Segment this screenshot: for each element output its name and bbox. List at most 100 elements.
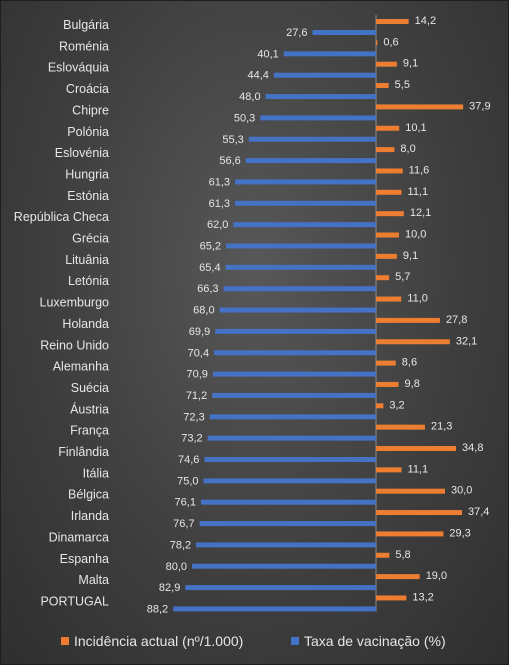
legend: Incidência actual (nº/1.000) Taxa de vac… (61, 633, 446, 649)
incidence-value-label: 8,6 (402, 357, 417, 369)
category-label: Malta (78, 573, 109, 587)
vaccination-bar (185, 585, 376, 591)
vaccination-bar (212, 392, 376, 398)
vaccination-value-label: 70,9 (187, 369, 208, 381)
incidence-bar (376, 317, 440, 323)
vaccination-value-label: 50,3 (234, 112, 255, 124)
incidence-bar (376, 40, 378, 46)
vaccination-value-label: 62,0 (207, 219, 228, 231)
vaccination-bar (223, 286, 376, 292)
incidence-value-label: 19,0 (426, 570, 447, 582)
category-label: Chipre (72, 103, 109, 117)
incidence-bar (376, 424, 425, 430)
incidence-bar (376, 83, 389, 89)
category-label: Áustria (70, 401, 109, 416)
vaccination-value-label: 69,9 (189, 326, 210, 338)
incidence-bar (376, 488, 445, 494)
category-label: Estónia (67, 189, 109, 203)
vaccination-bar (245, 158, 376, 164)
bars-layer (173, 15, 464, 612)
vaccination-bar (192, 563, 376, 569)
vaccination-value-label: 72,3 (183, 411, 204, 423)
incidence-value-label: 0,6 (383, 36, 398, 48)
incidence-value-label: 9,1 (403, 58, 418, 70)
vaccination-value-label: 44,4 (247, 70, 268, 82)
incidence-value-label: 32,1 (456, 335, 477, 347)
vaccination-value-label: 27,6 (286, 27, 307, 39)
vaccination-bar (312, 30, 376, 35)
vaccination-bar (209, 414, 376, 420)
incidence-bar (376, 360, 396, 366)
vaccination-value-label: 65,2 (200, 241, 221, 253)
category-label: Reino Unido (40, 338, 109, 352)
incidence-bar (376, 104, 464, 110)
vaccination-bar (173, 606, 376, 612)
incidence-value-label: 34,8 (462, 442, 483, 454)
category-label: Bulgária (63, 18, 109, 32)
incidence-bar (376, 552, 390, 558)
incidence-bar (376, 446, 457, 451)
vaccination-bar (265, 94, 376, 100)
vaccination-bar (199, 521, 376, 527)
vaccination-value-label: 65,4 (199, 262, 220, 274)
category-label: Polónia (67, 125, 109, 139)
category-label: Lituânia (65, 253, 109, 267)
vaccination-value-label: 74,6 (178, 454, 199, 466)
incidence-value-label: 11,1 (408, 186, 429, 198)
category-label: PORTUGAL (40, 594, 109, 608)
category-label: Eslováquia (48, 61, 109, 75)
vaccination-value-label: 40,1 (257, 48, 278, 60)
vaccination-bar (207, 435, 376, 441)
incidence-value-label: 11,0 (407, 293, 428, 305)
incidence-bar (376, 19, 409, 24)
incidence-bar (376, 595, 407, 601)
vaccination-bar (260, 115, 376, 121)
incidence-bar (376, 61, 397, 67)
vaccination-bar (219, 307, 376, 313)
vaccination-bar (204, 457, 376, 462)
incidence-value-label: 10,0 (405, 229, 426, 241)
vaccination-value-label: 78,2 (170, 539, 191, 551)
vaccination-value-label: 71,2 (186, 390, 207, 402)
vaccination-value-label: 73,2 (181, 433, 202, 445)
vaccination-bar (215, 328, 376, 334)
vaccination-value-label: 70,4 (188, 347, 209, 359)
incidence-value-label: 37,4 (468, 506, 489, 518)
vaccination-value-label: 80,0 (166, 561, 187, 573)
incidence-value-label: 21,3 (431, 421, 452, 433)
incidence-value-label: 11,6 (409, 164, 430, 176)
incidence-value-label: 9,8 (405, 378, 420, 390)
incidence-bar (376, 381, 399, 387)
vaccination-bar (200, 499, 376, 505)
incidence-bar (376, 232, 399, 238)
legend-swatch-vaccination (291, 637, 299, 645)
vaccination-bar (214, 350, 376, 356)
category-label: Eslovénia (55, 146, 109, 160)
incidence-value-label: 8,0 (400, 143, 415, 155)
incidence-bar (376, 189, 402, 195)
category-label: Roménia (59, 39, 109, 53)
vaccination-value-label: 68,0 (193, 305, 214, 317)
vaccination-value-label: 82,9 (159, 582, 180, 594)
vaccination-value-label: 61,3 (209, 176, 230, 188)
vaccination-value-label: 61,3 (209, 198, 230, 210)
incidence-bar (376, 531, 444, 537)
incidence-bar (376, 574, 420, 580)
incidence-value-label: 30,0 (451, 485, 472, 497)
category-label: Irlanda (71, 509, 109, 523)
vaccination-bar (225, 264, 376, 270)
vaccination-bar (273, 72, 376, 78)
category-label: Dinamarca (49, 530, 109, 544)
category-label: Holanda (62, 317, 109, 331)
vaccination-value-label: 76,1 (175, 497, 196, 509)
vaccination-value-label: 88,2 (147, 603, 168, 615)
incidence-value-label: 5,5 (395, 79, 410, 91)
vaccination-bar (203, 478, 376, 484)
vaccination-value-label: 76,7 (173, 518, 194, 530)
vaccination-bar (248, 136, 376, 142)
incidence-value-label: 5,7 (395, 271, 410, 283)
incidence-value-label: 27,8 (446, 314, 467, 326)
vaccination-bar (212, 371, 376, 377)
incidence-bar (376, 168, 403, 174)
